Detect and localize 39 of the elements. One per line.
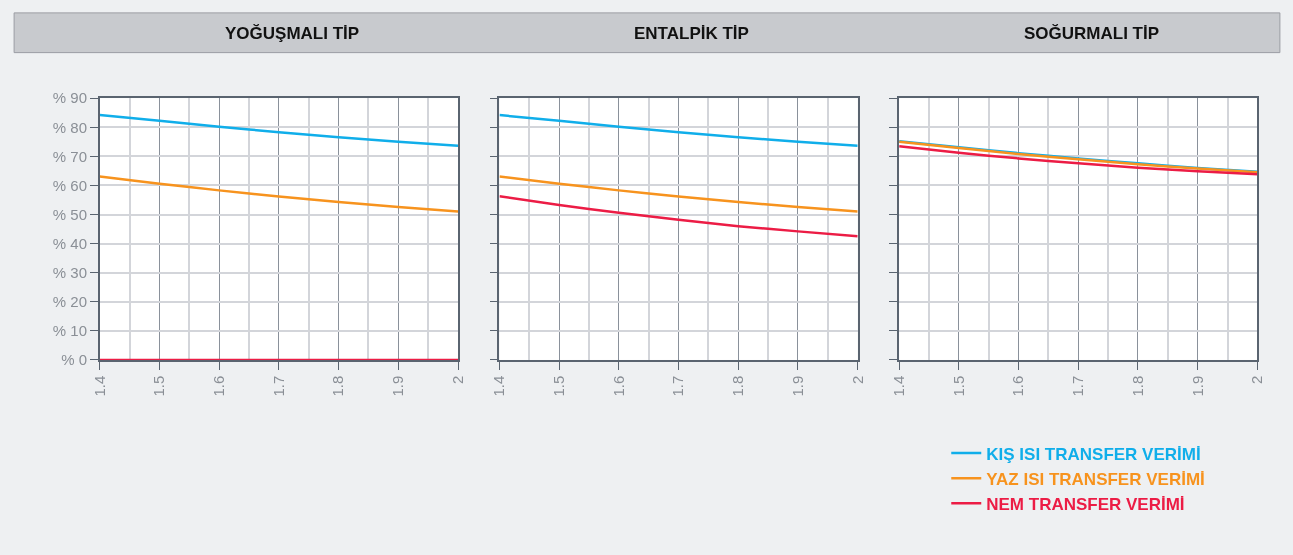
- x-tick-label: 2: [848, 375, 866, 385]
- chart-title: ENTALPİK TİP: [634, 24, 749, 43]
- x-tick-label: 1.9: [1188, 375, 1206, 397]
- y-tick-label: % 50: [52, 205, 88, 223]
- x-tick-label: 1.6: [1009, 375, 1027, 397]
- legend-label: NEM TRANSFER VERİMİ: [986, 494, 1185, 514]
- x-tick-label: 1.8: [1128, 375, 1146, 397]
- x-tick-label: 1.8: [729, 375, 747, 397]
- x-tick-label: 1.4: [890, 375, 908, 397]
- x-tick-label: 1.7: [1069, 375, 1087, 397]
- legend-label: KIŞ ISI TRANSFER VERİMİ: [986, 444, 1201, 464]
- x-tick-label: 1.4: [490, 375, 508, 397]
- x-tick-label: 1.9: [788, 375, 806, 397]
- x-tick-label: 1.9: [389, 375, 407, 397]
- x-tick-label: 1.7: [669, 375, 687, 397]
- x-tick-label: 1.7: [269, 375, 287, 397]
- x-tick-label: 2: [1248, 375, 1266, 385]
- x-tick-label: 1.6: [210, 375, 228, 397]
- y-tick-label: % 80: [52, 118, 88, 136]
- y-tick-label: % 20: [52, 293, 88, 310]
- x-tick-label: 1.5: [150, 375, 168, 397]
- y-tick-label: % 40: [52, 234, 88, 252]
- y-tick-label: % 70: [52, 147, 88, 165]
- x-tick-label: 1.6: [609, 375, 627, 397]
- x-tick-label: 1.8: [329, 375, 347, 397]
- x-tick-label: 1.5: [550, 375, 568, 397]
- legend-label: YAZ ISI TRANSFER VERİMİ: [986, 469, 1205, 489]
- line-series: [99, 113, 459, 148]
- y-tick-label: % 10: [52, 322, 88, 340]
- y-tick-label: % 30: [52, 263, 88, 281]
- y-tick-label: % 0: [61, 351, 88, 369]
- y-tick-label: % 90: [52, 89, 88, 107]
- x-tick-label: 2: [448, 375, 466, 385]
- y-tick-label: % 60: [52, 176, 88, 194]
- x-tick-label: 1.4: [90, 375, 108, 397]
- x-tick-label: 1.5: [949, 375, 967, 397]
- chart-title: YOĞUŞMALI TİP: [225, 24, 360, 43]
- chart-title: SOĞURMALI TİP: [1024, 24, 1160, 43]
- line-series: [99, 175, 459, 213]
